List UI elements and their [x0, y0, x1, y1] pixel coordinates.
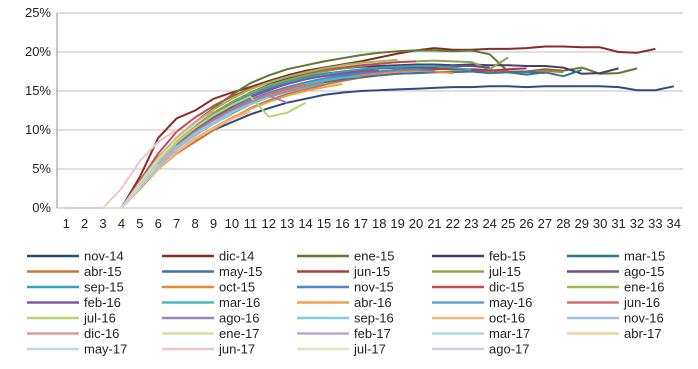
legend-label: may-15: [219, 264, 262, 279]
x-tick-label: 12: [262, 216, 276, 231]
series-line-mar-17: [66, 163, 160, 209]
legend-label: feb-17: [354, 326, 391, 341]
x-tick-label: 33: [648, 216, 662, 231]
series-line-dic-14: [66, 45, 656, 209]
x-tick-label: 19: [390, 216, 404, 231]
series-line-nov-16: [66, 113, 233, 209]
y-tick-label: 5%: [32, 161, 51, 176]
legend-label: feb-15: [489, 249, 526, 264]
x-tick-label: 5: [136, 216, 143, 231]
x-tick-label: 31: [611, 216, 625, 231]
x-tick-label: 32: [630, 216, 644, 231]
x-tick-label: 9: [210, 216, 217, 231]
legend-label: abr-16: [354, 295, 392, 310]
legend-label: ene-16: [624, 280, 664, 295]
series-line-abr-16: [66, 83, 343, 209]
series-line-nov-14: [66, 85, 675, 209]
y-tick-label: 0%: [32, 200, 51, 215]
x-tick-label: 4: [118, 216, 125, 231]
y-tick-label: 10%: [25, 122, 51, 137]
legend-label: nov-14: [84, 249, 124, 264]
legend-label: jul-15: [488, 264, 521, 279]
x-tick-label: 22: [446, 216, 460, 231]
x-tick-label: 14: [298, 216, 312, 231]
legend-label: feb-16: [84, 295, 121, 310]
legend-label: oct-16: [489, 311, 525, 326]
x-tick-label: 10: [225, 216, 239, 231]
series-line-jul-15: [66, 56, 509, 209]
x-tick-label: 1: [63, 216, 70, 231]
legend-label: ago-16: [219, 311, 259, 326]
y-tick-label: 20%: [25, 44, 51, 59]
legend-label: dic-16: [84, 326, 119, 341]
x-tick-label: 27: [538, 216, 552, 231]
legend-label: ene-17: [219, 326, 259, 341]
y-tick-label: 15%: [25, 83, 51, 98]
legend: nov-14 dic-14 ene-15 feb-15 mar-15 abr-15 may-…: [27, 249, 665, 357]
legend-label: abr-15: [84, 264, 122, 279]
legend-label: may-16: [489, 295, 532, 310]
x-axis-ticks: 1 2 3 4 5 6 7 8 9 10 11 12 13 14 15 16 17 18 19 20 21 22 23 24 2…: [63, 216, 681, 231]
series-lines: [66, 45, 675, 209]
x-tick-label: 29: [575, 216, 589, 231]
legend-label: ago-15: [624, 264, 664, 279]
legend-label: jun-17: [218, 342, 255, 357]
x-tick-label: 3: [99, 216, 106, 231]
x-tick-label: 21: [427, 216, 441, 231]
x-tick-label: 18: [372, 216, 386, 231]
legend-label: nov-16: [624, 311, 664, 326]
y-axis-ticks: 0% 5% 10% 15% 20% 25%: [25, 5, 51, 215]
x-tick-label: 13: [280, 216, 294, 231]
legend-label: nov-15: [354, 280, 394, 295]
legend-label: jun-16: [623, 295, 660, 310]
legend-label: sep-16: [354, 311, 394, 326]
x-tick-label: 30: [593, 216, 607, 231]
series-line-ene-16: [66, 58, 398, 209]
x-tick-label: 15: [317, 216, 331, 231]
x-tick-label: 26: [519, 216, 533, 231]
legend-label: mar-16: [219, 295, 260, 310]
gridlines: [56, 12, 683, 209]
x-tick-label: 20: [409, 216, 423, 231]
legend-label: jul-17: [353, 342, 386, 357]
legend-label: oct-15: [219, 280, 255, 295]
x-tick-label: 34: [667, 216, 681, 231]
x-tick-label: 8: [191, 216, 198, 231]
series-line-jul-16: [66, 95, 307, 209]
x-tick-label: 24: [482, 216, 496, 231]
x-tick-label: 28: [556, 216, 570, 231]
legend-label: ene-15: [354, 249, 394, 264]
x-tick-label: 11: [244, 216, 258, 231]
legend-label: may-17: [84, 342, 127, 357]
x-tick-label: 25: [501, 216, 515, 231]
y-tick-label: 25%: [25, 5, 51, 20]
legend-label: mar-17: [489, 326, 530, 341]
series-line-mar-15: [66, 66, 583, 209]
legend-label: dic-15: [489, 280, 524, 295]
legend-label: jun-15: [353, 264, 390, 279]
series-line-dic-16: [66, 109, 215, 209]
legend-label: sep-15: [84, 280, 124, 295]
legend-label: abr-17: [624, 326, 662, 341]
x-tick-label: 16: [335, 216, 349, 231]
series-line-dic-15: [66, 60, 417, 209]
x-tick-label: 6: [155, 216, 162, 231]
legend-label: jul-16: [83, 311, 116, 326]
legend-label: mar-15: [624, 249, 665, 264]
legend-label: ago-17: [489, 342, 529, 357]
x-tick-label: 23: [464, 216, 478, 231]
x-tick-label: 17: [354, 216, 368, 231]
x-tick-label: 2: [81, 216, 88, 231]
x-tick-label: 7: [173, 216, 180, 231]
series-line-sep-15: [66, 65, 472, 209]
legend-label: dic-14: [219, 249, 254, 264]
